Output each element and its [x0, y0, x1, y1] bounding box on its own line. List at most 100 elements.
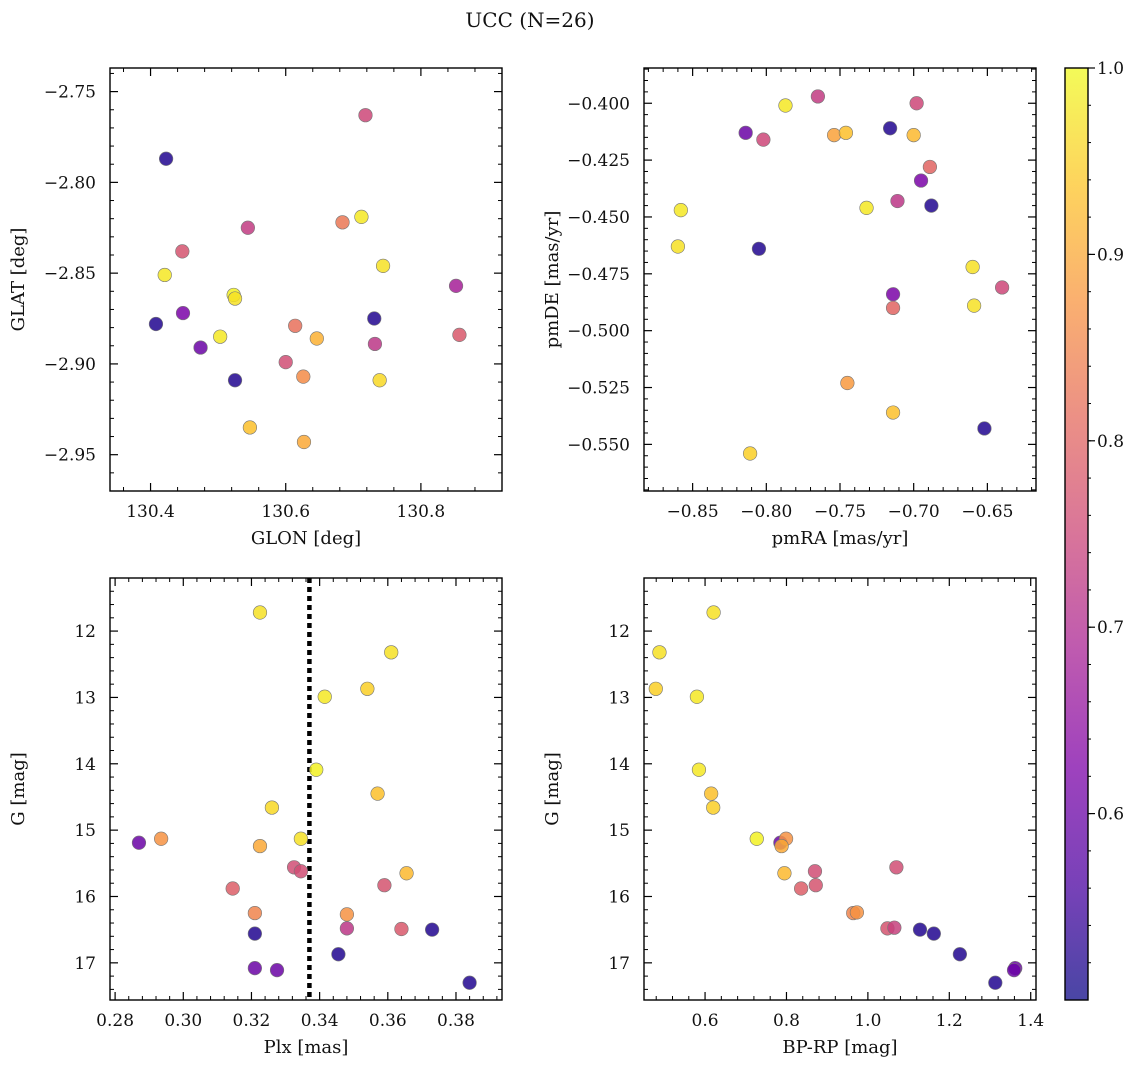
data-point — [691, 762, 707, 777]
data-point — [706, 605, 721, 620]
y-tick-label: −0.525 — [567, 379, 630, 399]
y-tick-label: −0.475 — [567, 265, 630, 285]
data-point — [859, 200, 874, 215]
data-point — [827, 127, 842, 143]
data-point — [148, 316, 164, 332]
y-tick-label: −0.425 — [567, 151, 630, 171]
x-tick-label: −0.85 — [667, 502, 719, 522]
panel-pmra-pmde: −0.85 −0.80 −0.75 −0.70 −0.65 −0.400 −0.425 −0.… — [542, 67, 1037, 549]
data-point — [840, 375, 855, 391]
data-point — [335, 215, 350, 230]
panel-glon-glat-points — [148, 108, 467, 450]
data-point — [889, 860, 904, 875]
data-point — [1006, 963, 1022, 978]
panel-plx-g-points — [131, 605, 477, 990]
data-point — [648, 681, 663, 696]
data-point — [924, 198, 939, 213]
data-point — [885, 287, 901, 302]
data-point — [967, 298, 982, 313]
colorbar-tick-label: 0.9 — [1097, 245, 1124, 265]
y-tick-label: −2.80 — [44, 173, 96, 193]
x-tick-label: 130.4 — [126, 502, 175, 522]
data-point — [670, 239, 685, 254]
y-axis-label: G [mag] — [8, 752, 29, 825]
y-tick-label: −0.400 — [567, 94, 630, 114]
data-point — [988, 975, 1003, 990]
x-tick-label: 0.38 — [437, 1011, 475, 1031]
x-tick-label: 0.28 — [96, 1011, 134, 1031]
data-point — [778, 98, 793, 113]
data-point — [375, 258, 391, 273]
colorbar-tick-label: 0.6 — [1097, 805, 1124, 825]
panel-plx-g-ticks — [110, 577, 502, 1000]
data-point — [738, 125, 753, 140]
y-tick-label: −0.450 — [567, 208, 630, 228]
data-point — [157, 267, 172, 283]
data-point — [425, 922, 440, 937]
y-tick-label: 15 — [608, 821, 630, 841]
x-tick-label: 130.6 — [261, 502, 310, 522]
y-tick-label: −2.95 — [44, 446, 96, 466]
data-point — [448, 278, 464, 293]
y-tick-label: 14 — [608, 755, 630, 775]
y-tick-label: 13 — [608, 688, 630, 708]
colorbar-tick-label: 0.8 — [1097, 432, 1124, 452]
data-point — [175, 244, 190, 259]
data-point — [913, 173, 929, 188]
data-point — [673, 203, 688, 218]
data-point — [227, 373, 243, 388]
panel-bprp-g-ticks — [644, 577, 1036, 1000]
data-point — [751, 241, 767, 256]
data-point — [317, 689, 332, 704]
data-point — [652, 645, 667, 660]
y-tick-label: 14 — [74, 755, 96, 775]
data-point — [269, 963, 285, 978]
data-point — [293, 831, 308, 846]
data-point — [264, 800, 280, 815]
data-point — [278, 355, 293, 370]
data-point — [384, 645, 399, 660]
panel-frame — [643, 577, 1037, 1001]
data-point — [743, 446, 758, 461]
y-tick-label: 12 — [74, 622, 96, 642]
data-point — [704, 786, 719, 801]
y-axis-label: pmDE [mas/yr] — [542, 211, 563, 349]
panel-glon-glat: 130.4 130.6 130.8 −2.75 −2.80 −2.85 −2.90 −2.95… — [8, 67, 503, 549]
y-tick-label: 17 — [608, 954, 630, 974]
data-point — [912, 922, 928, 937]
data-point — [247, 961, 262, 976]
data-point — [774, 838, 789, 854]
data-point — [808, 878, 823, 893]
x-axis-label: BP-RP [mag] — [782, 1037, 897, 1058]
panel-frame — [109, 577, 503, 1001]
data-point — [247, 905, 262, 921]
data-point — [995, 280, 1010, 295]
y-axis-label: GLAT [deg] — [8, 228, 29, 332]
data-point — [309, 331, 324, 346]
x-tick-label: 0.32 — [233, 1011, 271, 1031]
data-point — [227, 291, 243, 306]
y-tick-label: 16 — [74, 887, 96, 907]
data-point — [706, 800, 721, 815]
data-point — [158, 151, 174, 166]
data-point — [452, 327, 467, 342]
data-point — [293, 864, 308, 879]
data-point — [370, 786, 385, 801]
data-point — [906, 127, 921, 143]
data-point — [367, 311, 382, 326]
data-point — [252, 838, 268, 854]
data-point — [807, 864, 823, 879]
data-point — [887, 920, 902, 935]
data-point — [756, 132, 771, 147]
data-point — [689, 689, 705, 704]
data-point — [462, 975, 477, 990]
data-point — [288, 318, 303, 333]
data-point — [242, 420, 258, 435]
data-point — [131, 835, 147, 850]
panel-plx-g: 0.28 0.30 0.32 0.34 0.36 0.38 12 13 14 15 16 17 Plx … — [8, 577, 503, 1058]
data-point — [225, 881, 240, 896]
data-point — [331, 947, 346, 962]
x-axis-label: pmRA [mas/yr] — [772, 528, 909, 549]
data-point — [354, 209, 369, 224]
x-tick-label: 0.8 — [773, 1011, 800, 1031]
